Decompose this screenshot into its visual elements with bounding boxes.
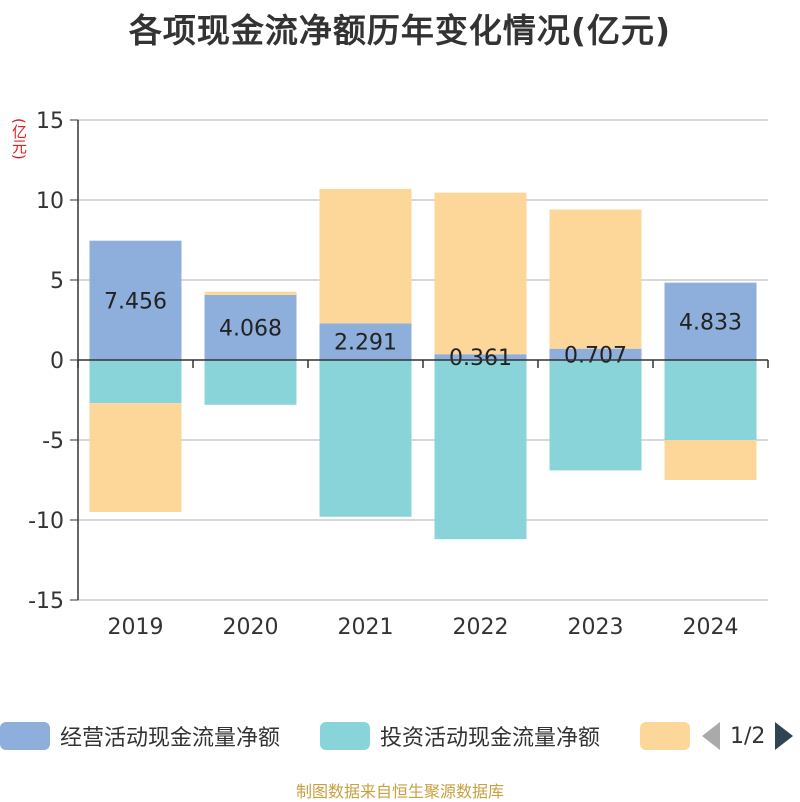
bar-chart: 15 10 5 0 -5 -10 -15 7.456 4.068 2.291 0.361 0.707 4… xyxy=(28,109,769,640)
bar-investing-2021 xyxy=(319,360,412,517)
bar-operating-2023 xyxy=(549,348,642,360)
chart-title: 各项现金流净额历年变化情况(亿元) xyxy=(128,11,672,50)
y-tick-label: 5 xyxy=(50,269,64,294)
bar-third-2024 xyxy=(664,440,757,480)
x-tick-label: 2019 xyxy=(108,615,164,640)
legend-prev-page-icon[interactable] xyxy=(702,722,720,750)
bar-operating-2020 xyxy=(204,294,297,360)
bar-third-2023 xyxy=(549,209,642,349)
bar-operating-2022 xyxy=(434,354,527,360)
data-label-operating-2022: 0.361 xyxy=(449,346,512,371)
x-tick-label: 2020 xyxy=(223,615,279,640)
legend-pager: 1/2 xyxy=(702,716,794,756)
legend-page-indicator: 1/2 xyxy=(730,723,766,749)
x-tick-label: 2023 xyxy=(568,615,624,640)
data-label-operating-2023: 0.707 xyxy=(564,343,627,368)
data-label-operating-2020: 4.068 xyxy=(219,316,282,341)
bar-investing-2020 xyxy=(204,360,297,405)
bar-third-2022 xyxy=(434,192,527,355)
y-tick-label: 15 xyxy=(36,109,64,134)
legend-item-investing[interactable]: 投资活动现金流量净额 xyxy=(320,716,600,756)
legend-swatch-third xyxy=(640,722,690,750)
x-tick-label: 2024 xyxy=(683,615,739,640)
bar-third-2019 xyxy=(89,403,182,512)
bar-operating-2019 xyxy=(89,240,182,360)
legend: 经营活动现金流量净额 投资活动现金流量净额 1/2 xyxy=(0,716,800,756)
legend-item-operating[interactable]: 经营活动现金流量净额 xyxy=(0,716,280,756)
data-label-operating-2021: 2.291 xyxy=(334,331,397,356)
data-label-operating-2024: 4.833 xyxy=(679,310,742,335)
y-tick-label: -15 xyxy=(28,589,64,614)
y-tick-label: -5 xyxy=(42,429,64,454)
data-label-operating-2019: 7.456 xyxy=(104,289,167,314)
bar-operating-2021 xyxy=(319,323,412,360)
bar-investing-2024 xyxy=(664,360,757,440)
bar-third-2020 xyxy=(204,291,297,295)
data-source-note: 制图数据来自恒生聚源数据库 xyxy=(295,782,504,801)
y-tick-label: 0 xyxy=(50,349,64,374)
legend-label-investing: 投资活动现金流量净额 xyxy=(380,726,601,751)
bar-operating-2024 xyxy=(664,282,757,360)
bar-third-2021 xyxy=(319,188,412,324)
legend-swatch-investing xyxy=(320,722,370,750)
legend-next-page-icon[interactable] xyxy=(775,722,794,750)
bar-investing-2019 xyxy=(89,360,182,404)
legend-label-operating: 经营活动现金流量净额 xyxy=(60,726,281,751)
legend-item-third[interactable] xyxy=(640,716,700,756)
y-tick-label: 10 xyxy=(36,189,64,214)
x-tick-label: 2021 xyxy=(338,615,394,640)
bar-investing-2023 xyxy=(549,360,642,471)
y-axis-unit: (亿元) xyxy=(10,118,28,160)
legend-swatch-operating xyxy=(0,722,50,750)
bar-investing-2022 xyxy=(434,360,527,540)
y-tick-label: -10 xyxy=(28,509,64,534)
x-tick-label: 2022 xyxy=(453,615,509,640)
